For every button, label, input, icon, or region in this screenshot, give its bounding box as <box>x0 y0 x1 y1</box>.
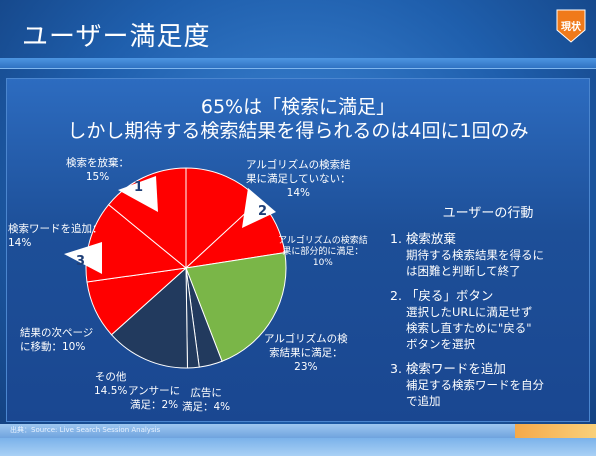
headline-1: 65%は「検索に満足」 <box>200 96 396 118</box>
marker-arrow-2 <box>242 188 276 228</box>
user-behavior-panel: ユーザーの行動 1. 検索放棄 期待する検索結果を得るに は困難と判断して終了 … <box>390 202 586 418</box>
label-other: その他 14.5% <box>94 371 128 397</box>
pie-chart <box>64 167 287 369</box>
label-partly-satisfied: アルゴリズムの検索結 果に部分的に満足： 10% <box>278 236 368 268</box>
corner-badge: 現状 <box>555 8 587 44</box>
label-abandon: 検索を放棄： 15% <box>66 157 129 183</box>
pie-slice-5 <box>110 266 188 369</box>
pie-slice-2 <box>185 252 287 362</box>
pie-slice-7 <box>85 203 188 283</box>
shield-icon <box>556 9 586 43</box>
label-not-satisfied: アルゴリズムの検索結 果に満足していない： 14% <box>246 159 351 199</box>
marker-arrow-1 <box>118 176 158 212</box>
label-satisfied: アルゴリズムの検 索結果に満足： 23% <box>264 333 348 373</box>
footer-accent <box>515 424 596 438</box>
marker-2: 2 <box>258 204 268 219</box>
label-answers: アンサーに 満足：2% <box>128 385 181 411</box>
marker-3: 3 <box>76 254 86 269</box>
footer-bar: 出典：Source: Live Search Session Analysis <box>0 424 596 438</box>
bottom-band <box>0 438 596 456</box>
behavior-item-3: 3. 検索ワードを追加 補足する検索ワードを自分 で追加 <box>390 361 544 408</box>
behavior-item-2: 2. 「戻る」ボタン 選択したURLに満足せず 検索し直すために"戻る" ボタン… <box>390 288 533 351</box>
label-next-page: 結果の次ページ に移動：10% <box>20 327 94 353</box>
source-note: 出典：Source: Live Search Session Analysis <box>10 426 161 434</box>
title-band <box>0 58 596 69</box>
behavior-item-1: 1. 検索放棄 期待する検索結果を得るに は困難と判断して終了 <box>390 231 544 278</box>
panel-title: ユーザーの行動 <box>442 206 534 221</box>
marker-1: 1 <box>134 180 144 195</box>
content-panel: 65%は「検索に満足」 しかし期待する検索結果を得られるのは4回に1回のみ アル… <box>6 78 590 422</box>
badge-label: 現状 <box>561 22 581 33</box>
slide-title: ユーザー満足度 <box>22 22 211 52</box>
label-add-keywords: 検索ワードを追加： 14% <box>8 223 103 249</box>
headline-2: しかし期待する検索結果を得られるのは4回に1回のみ <box>67 120 529 142</box>
marker-arrow-3 <box>64 242 102 274</box>
label-ads: 広告に 満足：4% <box>182 387 231 413</box>
